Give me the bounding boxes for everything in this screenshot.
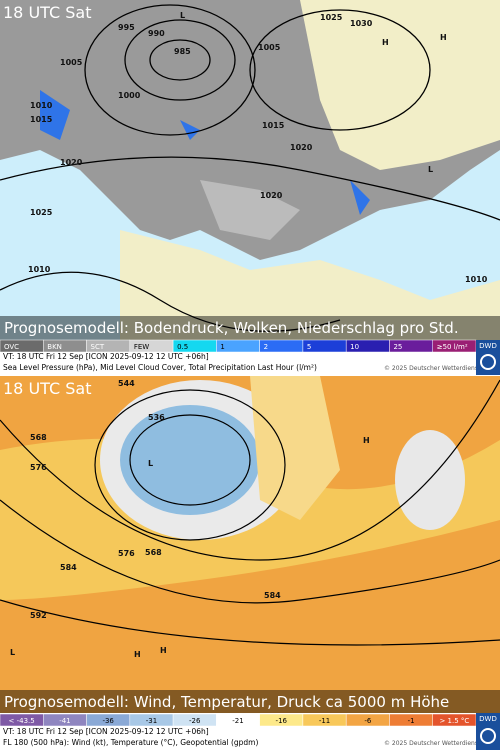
description: Sea Level Pressure (hPa), Mid Level Clou…	[3, 363, 317, 372]
legend-label: 0.5	[177, 343, 188, 351]
map-label: 995	[118, 23, 135, 32]
map-label: 1015	[262, 121, 285, 130]
map-label: 584	[60, 563, 77, 572]
map-label: L	[10, 648, 15, 657]
description: FL 180 (500 hPa): Wind (kt), Temperature…	[3, 738, 258, 747]
copyright: © 2025 Deutscher Wetterdienst	[384, 365, 481, 372]
map-label: 1020	[60, 158, 83, 167]
map-label: 1020	[260, 191, 283, 200]
legend-label: -16	[276, 717, 288, 725]
map-label: 544	[118, 379, 135, 388]
legend-label: -11	[319, 717, 330, 725]
caption: Prognosemodell: Wind, Temperatur, Druck …	[4, 693, 449, 711]
legend-label: SCT	[91, 343, 105, 351]
pressure-map	[0, 0, 500, 340]
map-label: 592	[30, 611, 47, 620]
legend-label: < -43.5	[9, 717, 35, 725]
map-label: 990	[148, 29, 165, 38]
map-label: 536	[148, 413, 165, 422]
legend-label: 1	[220, 343, 224, 351]
valid-time: VT: 18 UTC Fri 12 Sep [ICON 2025-09-12 1…	[3, 727, 209, 736]
map-label: 1005	[258, 43, 281, 52]
legend-label: ≥50 l/m²	[437, 343, 468, 351]
map-label: 1025	[320, 13, 343, 22]
time-label: 18 UTC Sat	[3, 3, 91, 22]
wind-map	[0, 376, 500, 713]
map-label: 1015	[30, 115, 53, 124]
legend-label: -6	[364, 717, 372, 725]
legend-label: 10	[350, 343, 359, 351]
map-label: 1005	[60, 58, 83, 67]
map-label: L	[180, 11, 185, 20]
map-label: 1025	[30, 208, 53, 217]
map-label: L	[428, 165, 433, 174]
logo-text: DWD	[479, 342, 497, 350]
map-label: 576	[118, 549, 135, 558]
legend-label: -21	[232, 717, 243, 725]
legend-label: -31	[146, 717, 157, 725]
map-label: H	[382, 38, 389, 47]
copyright: © 2025 Deutscher Wetterdienst	[384, 740, 481, 747]
caption: Prognosemodell: Bodendruck, Wolken, Nied…	[4, 319, 459, 337]
map-label: H	[363, 436, 370, 445]
legend-label: -36	[102, 717, 114, 725]
legend-label: > 1.5 °C	[439, 717, 469, 725]
map-label: 1010	[28, 265, 51, 274]
legend-label: -26	[189, 717, 201, 725]
map-label: H	[160, 646, 167, 655]
legend-label: 25	[393, 343, 402, 351]
legend: < -43.5 -41 -36 -31 -26 -21 -16 -11 -6 -1 > 1.5 °C	[0, 713, 477, 727]
map-label: 576	[30, 463, 47, 472]
map-label: 584	[264, 591, 281, 600]
map-label: 1000	[118, 91, 141, 100]
map-label: 1010	[30, 101, 53, 110]
legend: OVC BKN SCT FEW 0.5 1 2 5 10 25 ≥50 l/m²	[0, 339, 477, 353]
legend-label: BKN	[47, 343, 62, 351]
legend-label: 2	[264, 343, 268, 351]
map-label: 568	[145, 548, 162, 557]
map-label: 1020	[290, 143, 313, 152]
map-label: 985	[174, 47, 191, 56]
map-label: H	[134, 650, 141, 659]
logo-icon	[480, 354, 496, 370]
valid-time: VT: 18 UTC Fri 12 Sep [ICON 2025-09-12 1…	[3, 352, 209, 361]
logo-icon	[480, 728, 496, 744]
legend-label: 5	[307, 343, 311, 351]
legend-label: FEW	[134, 343, 149, 351]
logo-text: DWD	[479, 715, 497, 723]
map-label: 1030	[350, 19, 373, 28]
map-label: L	[148, 459, 153, 468]
map-label: H	[440, 33, 447, 42]
time-label: 18 UTC Sat	[3, 379, 91, 398]
legend-label: -1	[408, 717, 415, 725]
map-label: 1010	[465, 275, 488, 284]
legend-label: -41	[59, 717, 70, 725]
legend-label: OVC	[4, 343, 19, 351]
map-label: 568	[30, 433, 47, 442]
